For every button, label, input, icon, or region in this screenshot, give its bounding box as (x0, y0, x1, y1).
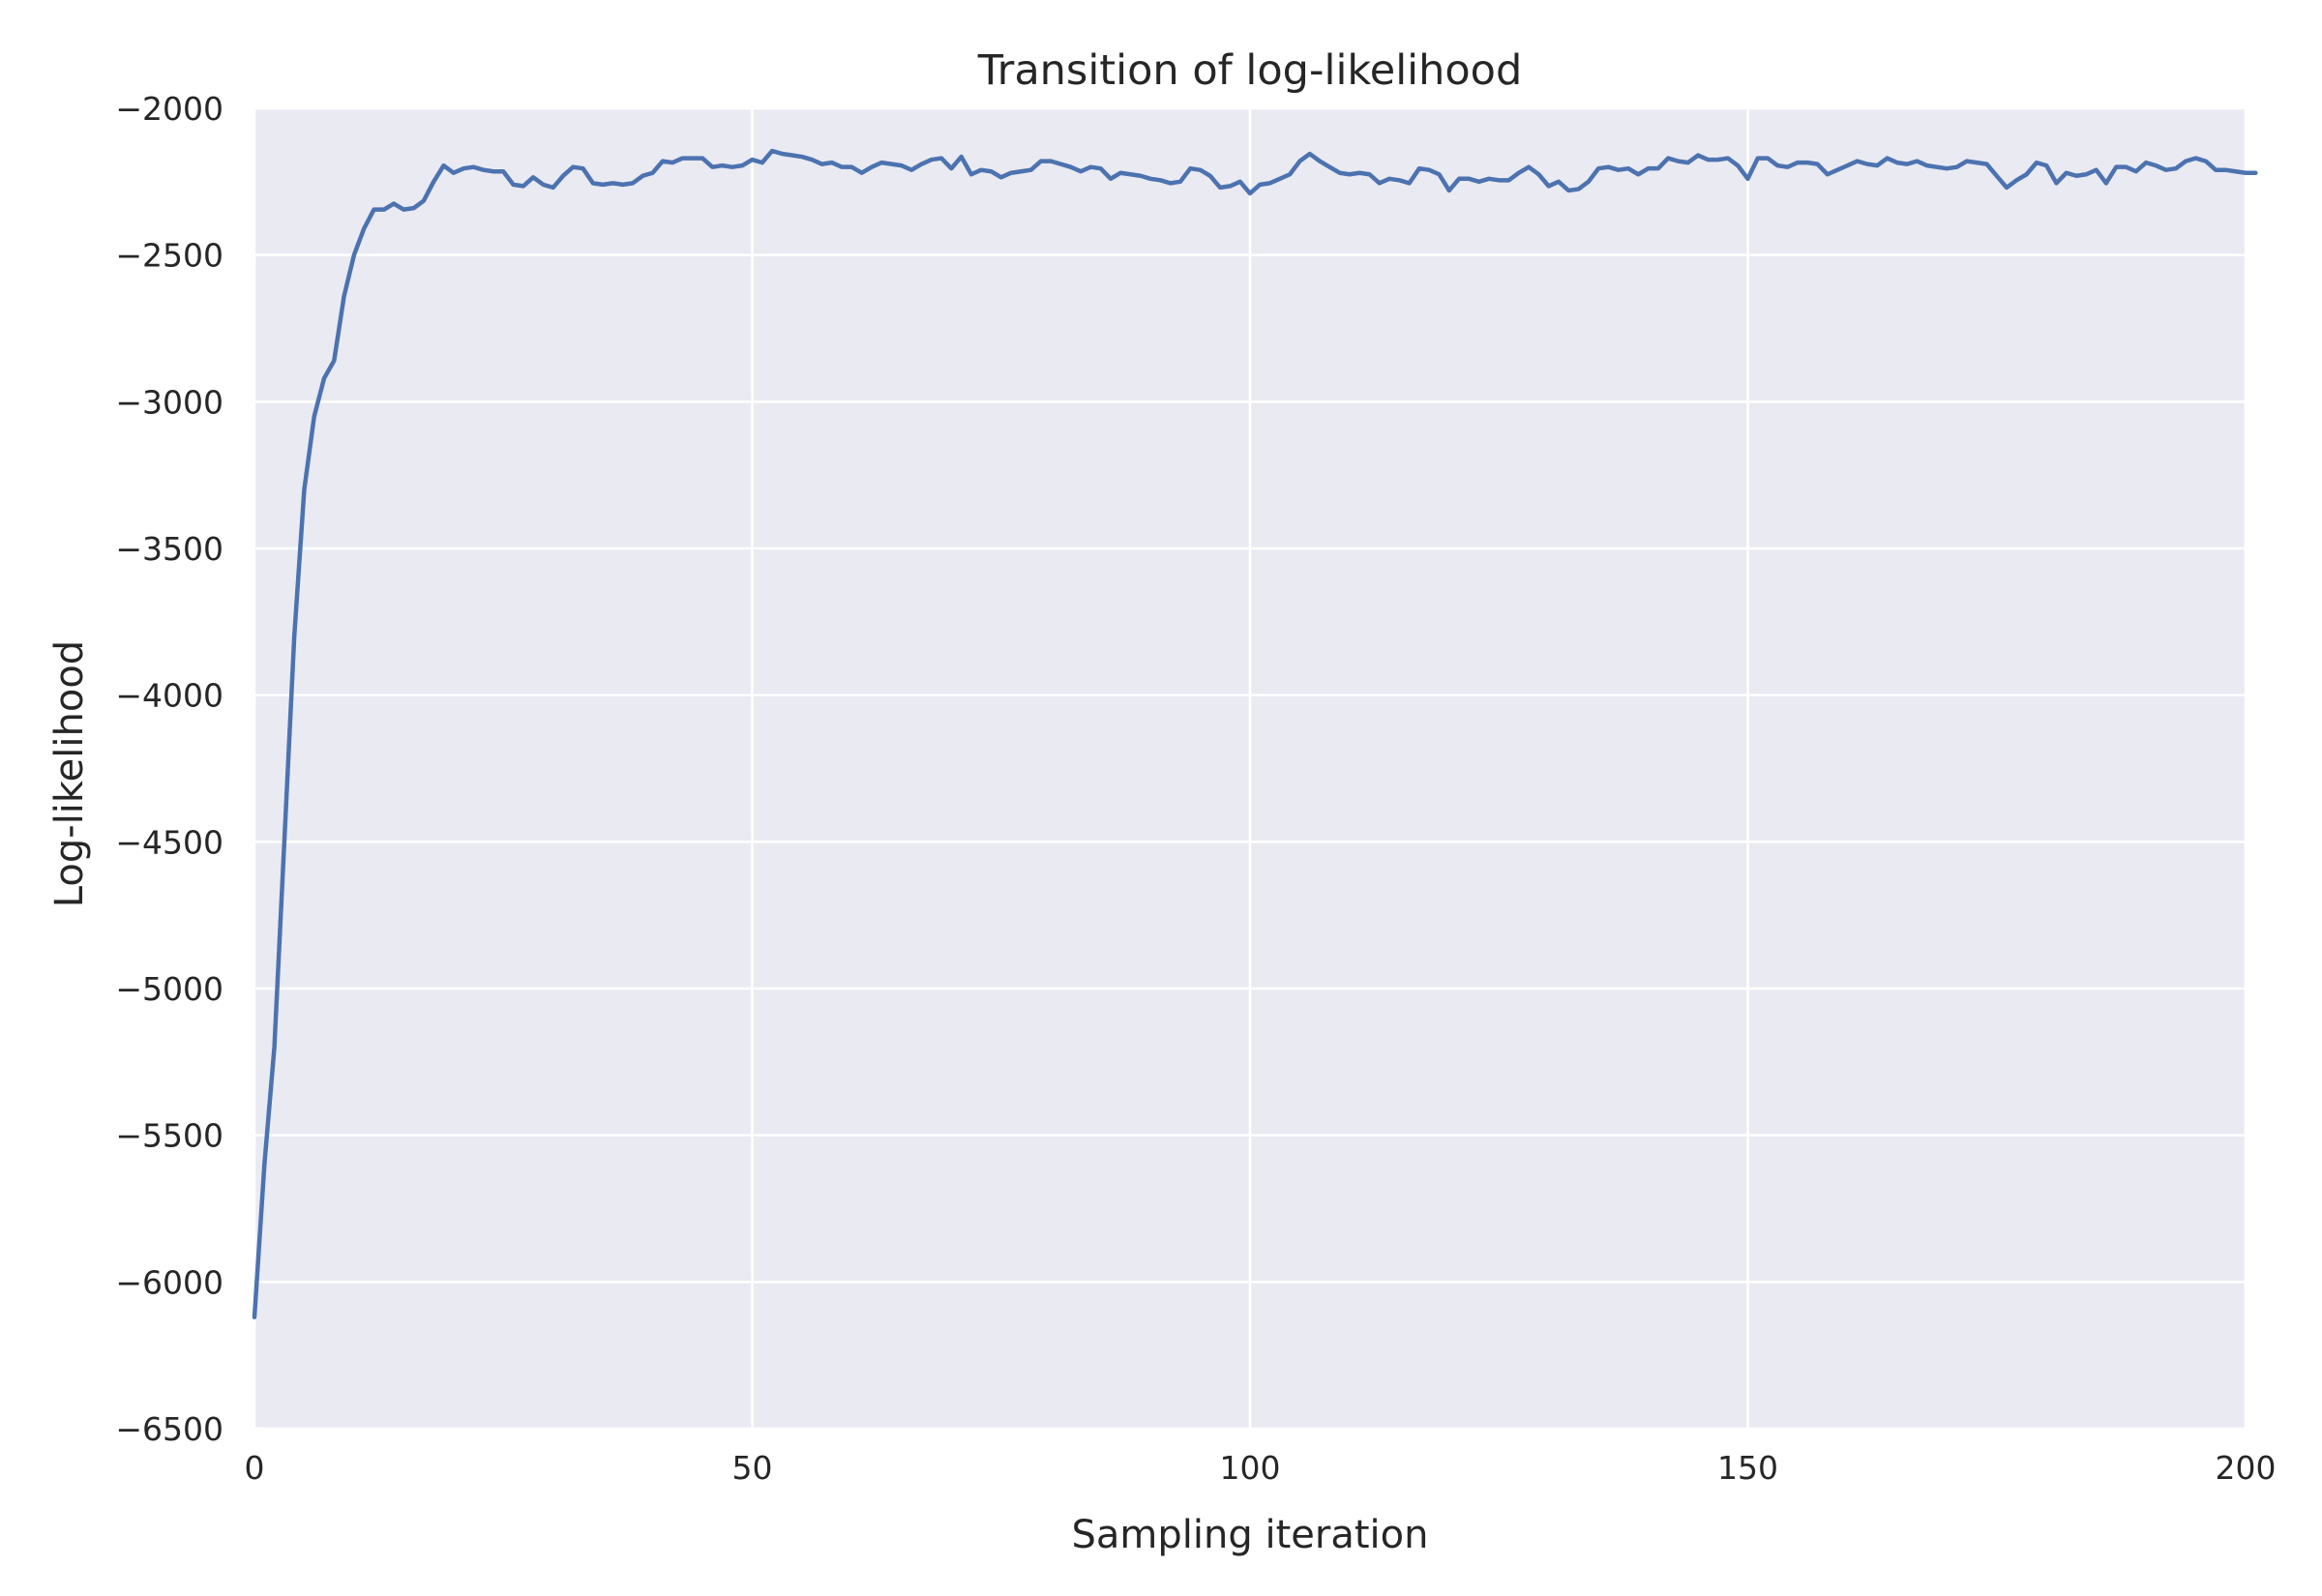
x-tick-label: 150 (1717, 1449, 1778, 1487)
y-tick-label: −5500 (115, 1117, 223, 1155)
y-tick-labels: −2000 −2500 −3000 −3500 −4000 −4500 −5000 −5500… (115, 90, 223, 1448)
x-tick-label: 50 (732, 1449, 773, 1487)
chart-title: Transition of log-likelihood (977, 46, 1523, 95)
y-tick-label: −4500 (115, 823, 223, 861)
y-tick-label: −3500 (115, 530, 223, 568)
x-tick-labels: 0 50 100 150 200 (245, 1449, 2277, 1487)
y-tick-label: −3000 (115, 383, 223, 421)
x-axis-label: Sampling iteration (1072, 1513, 1429, 1557)
x-tick-label: 100 (1220, 1449, 1281, 1487)
grid-lines (253, 106, 2248, 1431)
y-tick-label: −4000 (115, 677, 223, 715)
y-tick-label: −6500 (115, 1410, 223, 1448)
x-tick-label: 0 (245, 1449, 265, 1487)
y-axis-label: Log-likelihood (47, 640, 92, 907)
series-line (252, 148, 2258, 1319)
y-tick-label: −2500 (115, 237, 223, 275)
y-tick-label: −6000 (115, 1263, 223, 1301)
y-tick-label: −5000 (115, 970, 223, 1008)
y-tick-label: −2000 (115, 90, 223, 128)
x-tick-label: 200 (2216, 1449, 2277, 1487)
